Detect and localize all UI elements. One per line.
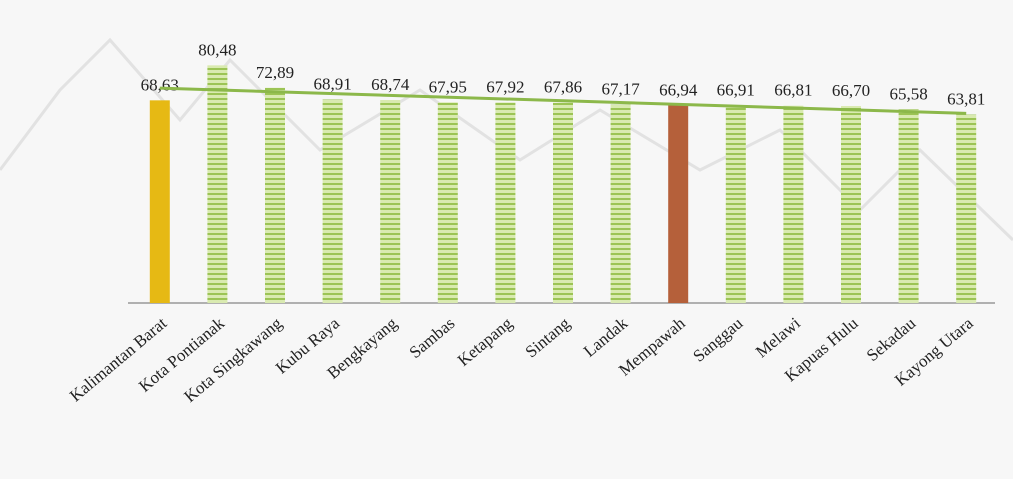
value-label: 68,63: [141, 75, 179, 94]
bar: [668, 105, 689, 304]
bar: [149, 100, 170, 303]
value-label: 66,91: [717, 80, 755, 99]
bar: [437, 102, 458, 303]
bar: [610, 104, 631, 303]
bar: [841, 106, 861, 304]
bar: [956, 114, 977, 304]
bar: [725, 105, 746, 304]
value-label: 68,91: [313, 75, 351, 94]
value-label: 63,81: [947, 90, 985, 109]
bar: [898, 109, 919, 303]
value-label: 67,95: [429, 77, 467, 96]
bar: [553, 102, 573, 304]
value-label: 67,17: [601, 80, 640, 99]
value-label: 72,89: [256, 63, 294, 82]
bar: [265, 87, 285, 303]
value-label: 66,81: [774, 81, 812, 100]
value-label: 67,92: [486, 77, 524, 96]
bar: [495, 102, 516, 303]
bar: [783, 105, 804, 304]
bar: [322, 99, 343, 304]
bar: [380, 100, 401, 303]
trendline: [159, 86, 967, 115]
bar: [207, 65, 228, 304]
value-label: 66,70: [832, 81, 870, 100]
value-label: 80,48: [198, 40, 236, 59]
value-label: 65,58: [889, 84, 927, 103]
value-label: 66,94: [659, 80, 698, 99]
value-label: 67,86: [544, 78, 582, 97]
value-label: 68,74: [371, 75, 410, 94]
